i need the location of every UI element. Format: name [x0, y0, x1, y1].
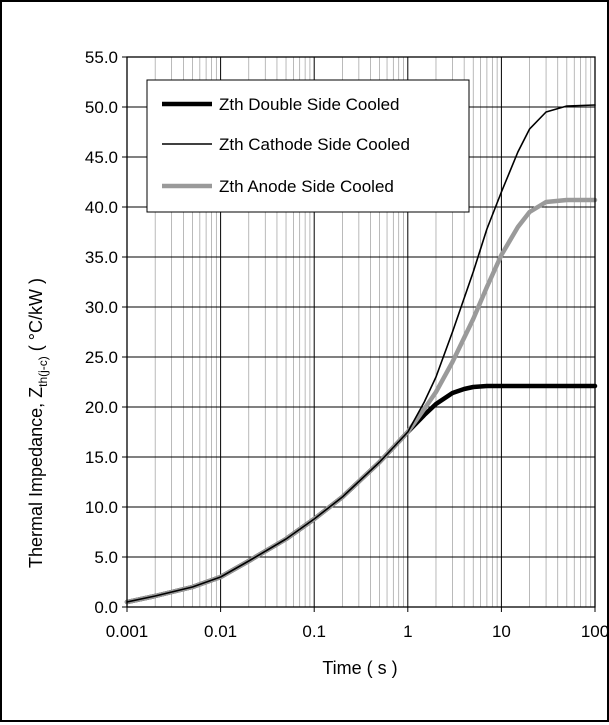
y-tick-label: 5.0 [94, 548, 118, 567]
y-tick-label: 30.0 [85, 298, 118, 317]
y-tick-label: 55.0 [85, 48, 118, 67]
x-tick-label: 10 [492, 622, 511, 641]
y-tick-label: 20.0 [85, 398, 118, 417]
series-lines [124, 104, 598, 605]
y-axis-label-subscript: th(j-c) [36, 356, 50, 387]
y-tick-label: 50.0 [85, 98, 118, 117]
x-tick-label: 0.001 [106, 622, 149, 641]
y-tick-label: 45.0 [85, 148, 118, 167]
x-axis-label: Time ( s ) [322, 658, 397, 678]
x-tick-label: 0.01 [204, 622, 237, 641]
legend-label-cathode: Zth Cathode Side Cooled [219, 135, 410, 154]
legend: Zth Double Side Cooled Zth Cathode Side … [146, 79, 470, 213]
series-line-anode-side-cooled [124, 197, 598, 605]
series-line-double-side-cooled [124, 383, 598, 605]
y-tick-label: 15.0 [85, 448, 118, 467]
x-tick-labels: 0.001 0.01 0.1 1 10 100 [106, 607, 609, 641]
legend-label-anode: Zth Anode Side Cooled [219, 177, 394, 196]
x-tick-label: 0.1 [302, 622, 326, 641]
y-tick-label: 0.0 [94, 598, 118, 617]
legend-label-double: Zth Double Side Cooled [219, 95, 400, 114]
series-line-cathode-side-cooled [126, 104, 596, 603]
y-tick-label: 10.0 [85, 498, 118, 517]
y-tick-label: 25.0 [85, 348, 118, 367]
x-tick-label: 1 [403, 622, 412, 641]
y-axis-label-unit: ( °C/kW ) [26, 278, 46, 356]
y-tick-label: 35.0 [85, 248, 118, 267]
y-tick-label: 40.0 [85, 198, 118, 217]
y-axis-label-main: Thermal Impedance, Z [26, 387, 46, 568]
y-axis-label: Thermal Impedance, Zth(j-c) ( °C/kW ) [26, 278, 50, 568]
plot-border [126, 56, 596, 608]
y-tick-labels: 0.0 5.0 10.0 15.0 20.0 25.0 30.0 35.0 40.0 45.0 50… [85, 48, 127, 617]
x-tick-label: 100 [581, 622, 607, 641]
